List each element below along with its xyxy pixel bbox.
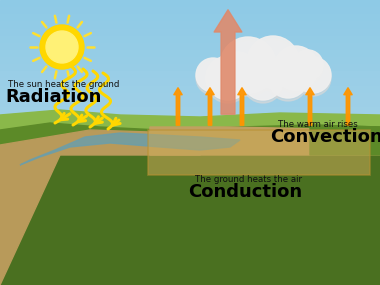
Bar — [0, 214, 380, 221]
Bar — [0, 185, 380, 192]
Bar — [0, 207, 380, 214]
Polygon shape — [0, 123, 380, 285]
Circle shape — [268, 58, 308, 98]
Circle shape — [274, 49, 318, 93]
Bar — [0, 157, 380, 164]
Bar — [0, 71, 380, 78]
Circle shape — [220, 55, 256, 91]
FancyArrowPatch shape — [214, 10, 242, 114]
Bar — [0, 221, 380, 228]
Text: Conduction: Conduction — [188, 183, 302, 201]
Bar — [0, 14, 380, 21]
Bar — [0, 128, 380, 135]
Bar — [0, 100, 380, 107]
Bar — [0, 57, 380, 64]
Bar — [0, 264, 380, 271]
Bar — [0, 242, 380, 249]
Text: The sun heats the ground: The sun heats the ground — [8, 80, 119, 89]
Bar — [0, 28, 380, 36]
FancyArrowPatch shape — [206, 88, 214, 125]
Circle shape — [247, 36, 299, 88]
FancyArrowPatch shape — [238, 88, 246, 125]
Bar — [0, 36, 380, 43]
Bar — [0, 78, 380, 85]
Bar — [0, 150, 380, 157]
Bar — [0, 107, 380, 114]
Bar — [0, 0, 380, 7]
Polygon shape — [20, 133, 240, 165]
Polygon shape — [150, 127, 380, 155]
Bar — [0, 86, 380, 93]
Circle shape — [243, 63, 283, 103]
Bar — [0, 142, 380, 150]
Circle shape — [220, 40, 276, 96]
Circle shape — [268, 61, 308, 101]
Bar — [0, 228, 380, 235]
Text: Radiation: Radiation — [5, 88, 101, 106]
Bar — [0, 64, 380, 71]
Circle shape — [46, 31, 78, 63]
Text: Convection: Convection — [270, 128, 380, 146]
Text: The warm air rises: The warm air rises — [278, 120, 358, 129]
Bar — [0, 121, 380, 128]
Circle shape — [247, 39, 299, 91]
Bar — [0, 235, 380, 242]
Bar — [0, 114, 380, 121]
Polygon shape — [0, 130, 220, 285]
Bar — [0, 7, 380, 14]
Circle shape — [293, 50, 323, 80]
Bar — [0, 256, 380, 264]
Bar — [0, 43, 380, 50]
FancyBboxPatch shape — [148, 130, 370, 175]
Text: The ground heats the air: The ground heats the air — [195, 175, 302, 184]
Bar — [0, 50, 380, 57]
Circle shape — [206, 59, 250, 103]
Circle shape — [293, 53, 323, 83]
Polygon shape — [0, 110, 380, 285]
Polygon shape — [310, 125, 380, 155]
Circle shape — [206, 56, 250, 100]
Bar — [0, 178, 380, 185]
Circle shape — [220, 52, 256, 88]
Circle shape — [295, 57, 331, 93]
Circle shape — [274, 46, 318, 90]
Bar — [0, 21, 380, 29]
FancyArrowPatch shape — [174, 88, 182, 125]
Polygon shape — [0, 155, 380, 285]
Circle shape — [243, 60, 283, 100]
Circle shape — [295, 60, 331, 96]
Bar — [0, 271, 380, 278]
Bar — [0, 171, 380, 178]
Circle shape — [196, 58, 230, 92]
FancyArrowPatch shape — [344, 88, 352, 125]
Bar — [0, 249, 380, 256]
Bar — [0, 278, 380, 285]
Bar — [0, 135, 380, 142]
Circle shape — [220, 37, 276, 93]
Circle shape — [40, 25, 84, 69]
Bar — [0, 192, 380, 199]
Bar — [0, 164, 380, 171]
Circle shape — [196, 61, 230, 95]
FancyArrowPatch shape — [306, 88, 314, 125]
Bar — [0, 200, 380, 207]
Bar — [0, 93, 380, 100]
